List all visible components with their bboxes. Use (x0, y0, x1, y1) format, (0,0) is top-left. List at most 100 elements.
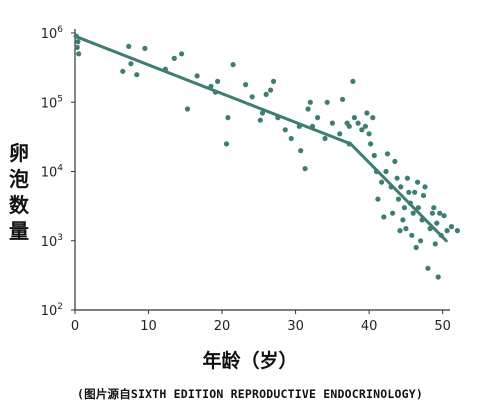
data-point (142, 45, 148, 52)
x-tick-label: 0 (71, 319, 79, 334)
data-point (434, 220, 440, 226)
data-point (346, 123, 352, 129)
data-point (397, 228, 403, 234)
axes: 0 10 20 30 40 50 102 103 104 105 106 (41, 25, 451, 334)
data-point (184, 106, 191, 112)
data-point (305, 106, 311, 112)
data-point (309, 123, 316, 129)
data-point (375, 196, 381, 202)
data-point (390, 210, 396, 216)
data-point (126, 43, 132, 50)
data-point (340, 96, 346, 102)
data-point (75, 39, 81, 45)
data-point (259, 110, 266, 116)
data-point (322, 135, 328, 142)
data-point (362, 123, 368, 129)
data-point (366, 131, 372, 137)
data-point (406, 189, 412, 195)
data-point (243, 82, 249, 88)
data-point (413, 244, 419, 251)
data-point (400, 217, 406, 223)
data-point (431, 205, 437, 211)
fit-line (73, 34, 448, 243)
data-point (364, 110, 370, 116)
data-point (298, 148, 304, 154)
data-point (223, 141, 230, 147)
data-point (410, 210, 416, 216)
data-point (128, 61, 134, 67)
data-point (194, 73, 200, 79)
data-point (76, 51, 82, 57)
data-point (324, 99, 330, 105)
source-caption: (图片源自SIXTH EDITION REPRODUCTIVE ENDOCRIN… (77, 387, 423, 401)
data-point (270, 78, 277, 84)
data-point (419, 217, 425, 223)
data-point (422, 184, 428, 190)
data-point (437, 210, 443, 216)
data-point (302, 166, 308, 172)
data-point (392, 158, 398, 164)
data-point (427, 226, 433, 232)
data-point (359, 127, 365, 133)
y-tick-label: 102 (41, 302, 63, 319)
data-point (268, 87, 274, 93)
data-point (134, 72, 140, 78)
data-point (404, 175, 410, 181)
data-point (438, 232, 444, 238)
data-point (407, 200, 413, 206)
x-axis-label: 年龄（岁） (202, 350, 298, 372)
data-point (388, 184, 394, 190)
data-point (395, 196, 402, 202)
data-point (435, 274, 441, 280)
data-point (263, 91, 269, 97)
data-point (162, 66, 168, 72)
data-points (73, 33, 460, 280)
data-point (370, 115, 376, 121)
data-point (381, 214, 387, 220)
x-tick-label: 30 (287, 319, 304, 334)
data-point (212, 89, 218, 95)
data-point (383, 168, 389, 175)
data-point (429, 210, 435, 216)
data-point (282, 127, 288, 133)
data-point (398, 184, 404, 190)
data-point (120, 68, 126, 74)
data-point (412, 189, 418, 195)
data-point (441, 213, 447, 219)
x-tick-label: 10 (140, 319, 157, 334)
data-point (74, 44, 80, 51)
x-tick-label: 50 (434, 319, 451, 334)
data-point (384, 151, 391, 157)
data-point (432, 241, 438, 247)
data-point (351, 115, 357, 121)
data-point (394, 175, 400, 181)
data-point (355, 120, 361, 126)
data-point (403, 226, 409, 232)
data-point (415, 205, 421, 211)
data-point (329, 120, 335, 126)
data-point (215, 78, 221, 84)
data-point (307, 99, 313, 105)
data-point (208, 83, 214, 89)
data-point (288, 135, 294, 142)
fit-line-group (73, 34, 448, 243)
data-point (350, 78, 356, 84)
data-point (409, 232, 415, 238)
data-point (337, 131, 343, 137)
data-point (225, 115, 231, 121)
data-point (420, 192, 427, 199)
x-tick-label: 40 (361, 319, 378, 334)
data-point (275, 115, 281, 121)
data-point (415, 179, 421, 185)
data-point (444, 228, 450, 234)
data-point (249, 94, 255, 100)
y-tick-label: 106 (41, 25, 64, 42)
y-tick-label: 105 (41, 94, 63, 111)
data-point (171, 55, 177, 62)
data-point (373, 168, 380, 175)
data-point (448, 224, 455, 230)
data-point (418, 238, 424, 244)
data-point (257, 117, 263, 123)
data-point (230, 62, 236, 68)
